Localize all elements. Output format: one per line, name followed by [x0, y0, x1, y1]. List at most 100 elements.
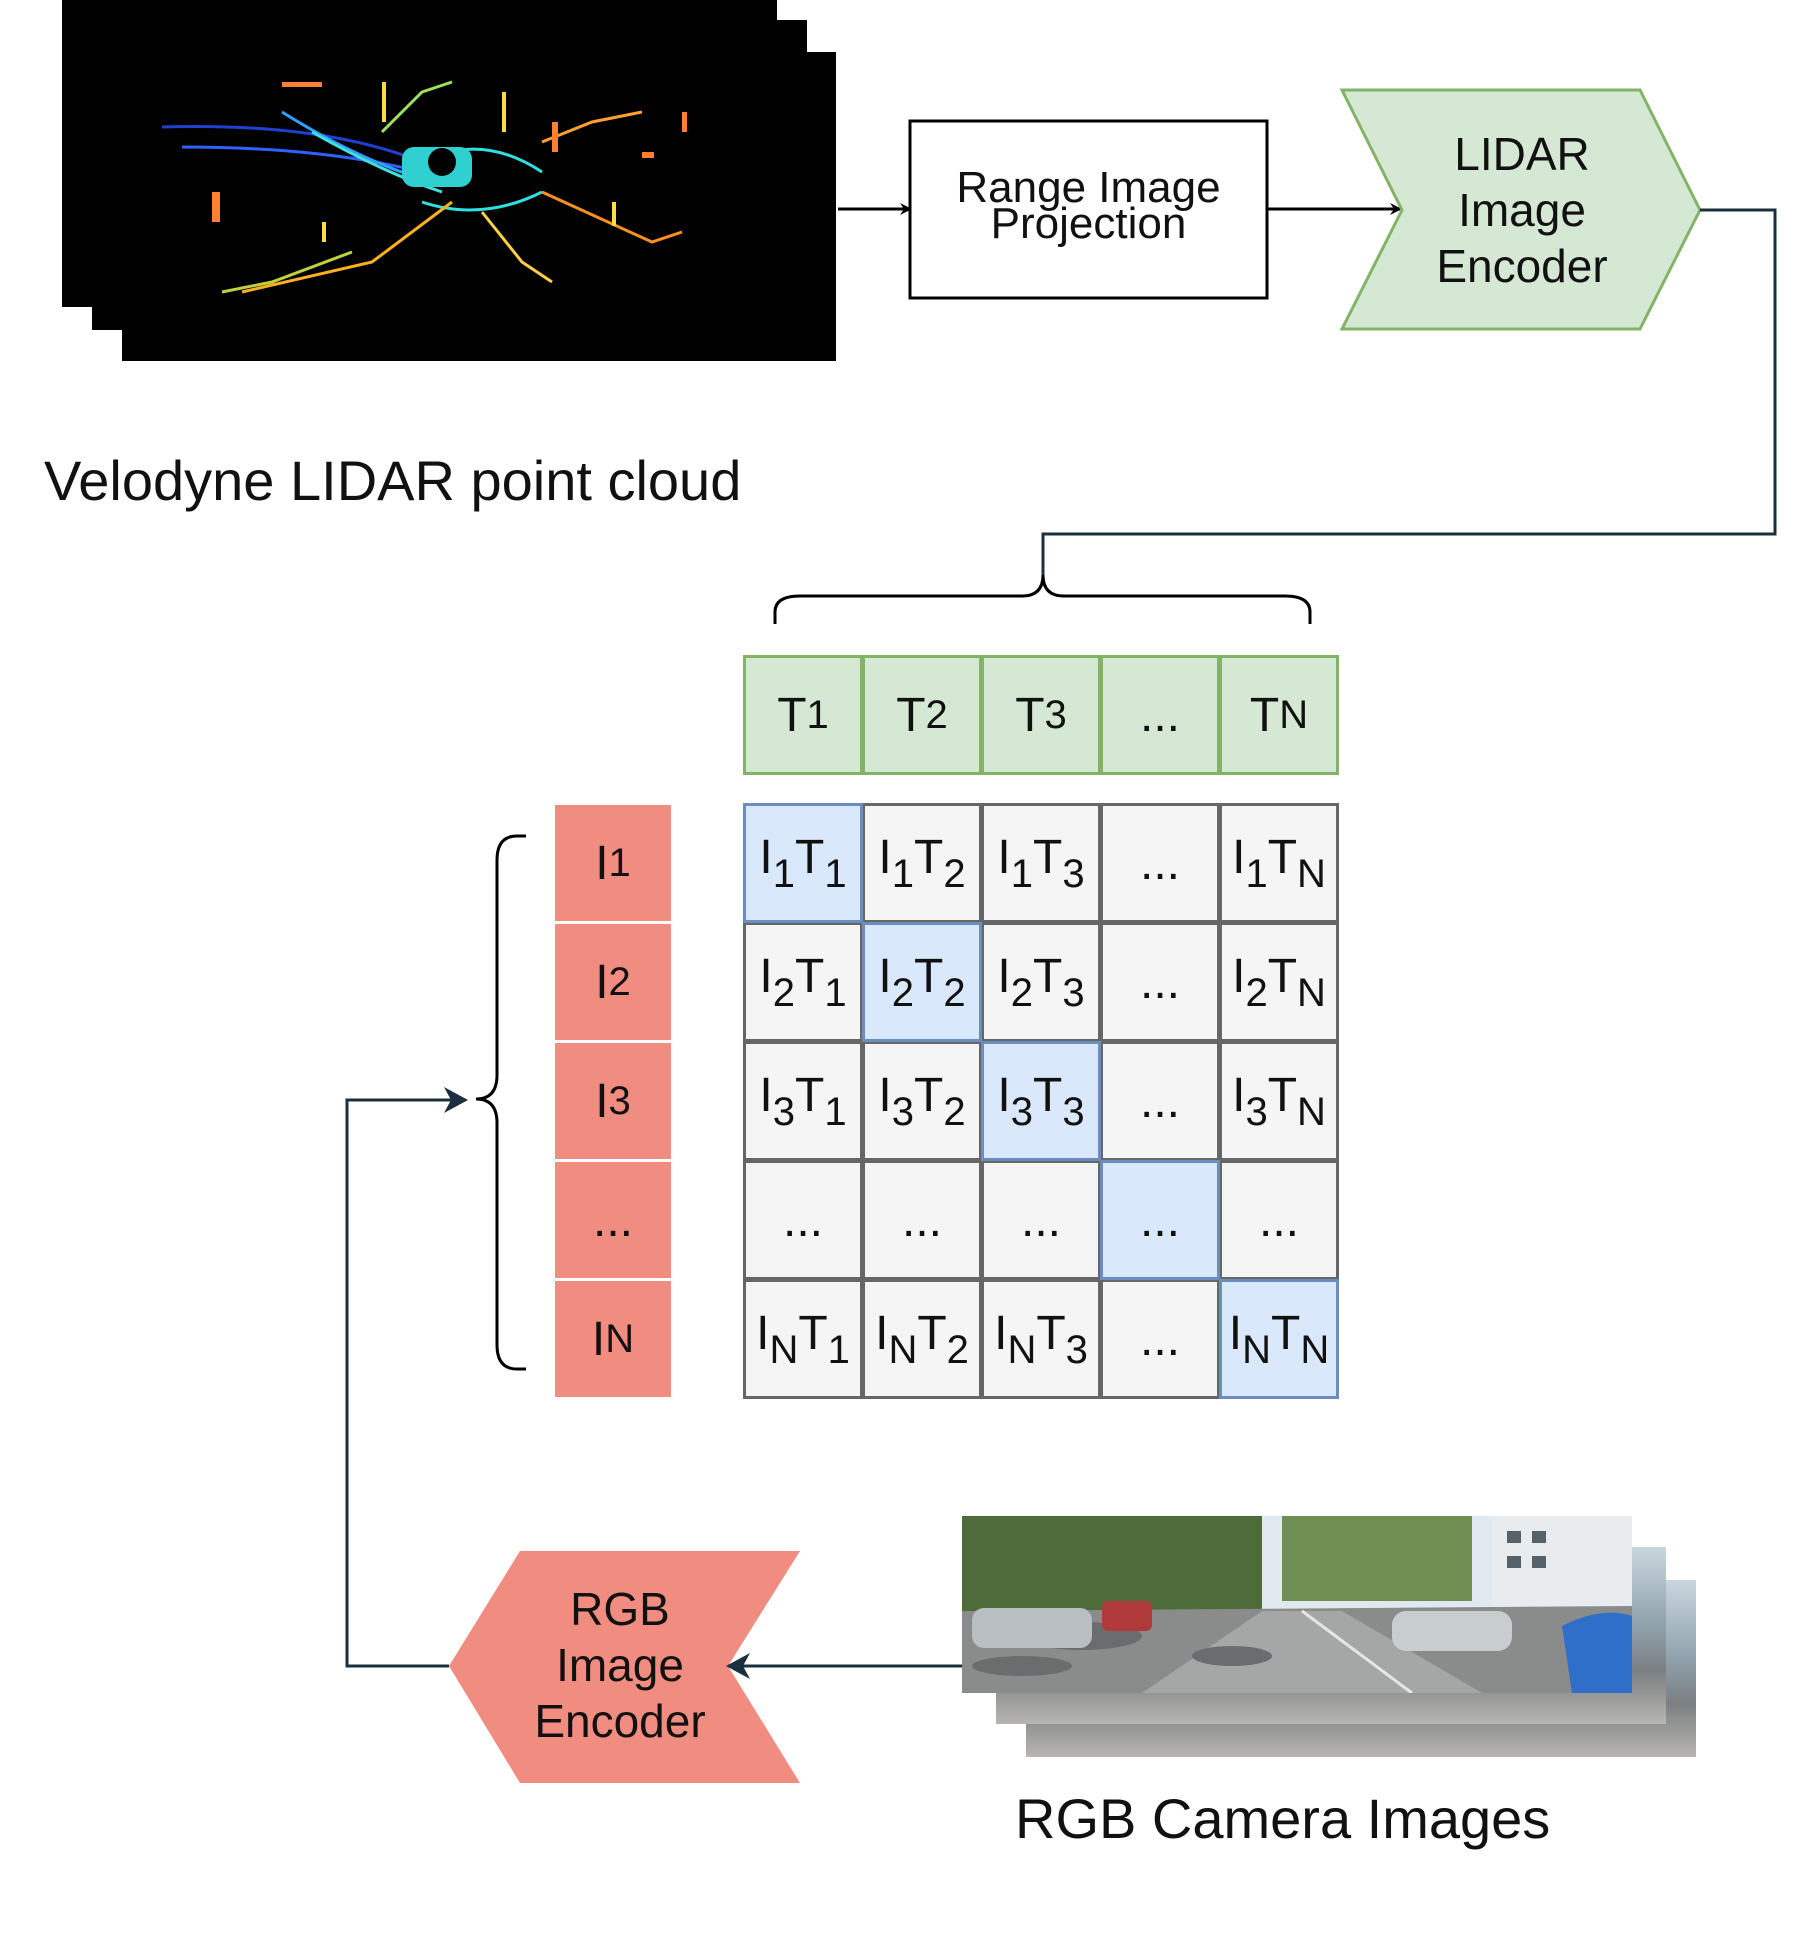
text-token-sub: 3: [1044, 692, 1067, 737]
matrix-cell-label: INT3: [994, 1306, 1088, 1372]
matrix-cell: ...: [1100, 1041, 1220, 1161]
matrix-cell: ...: [1100, 922, 1220, 1042]
matrix-cell: I2TN: [1219, 922, 1339, 1042]
matrix-cell: I2T1: [743, 922, 863, 1042]
matrix-cell-label: ...: [1139, 1312, 1180, 1366]
image-token-sub: 3: [608, 1078, 631, 1123]
matrix-cell-label: ...: [1258, 1193, 1299, 1247]
matrix-cell-label: ...: [1139, 1074, 1180, 1128]
matrix-cell-label: I3T3: [997, 1068, 1085, 1134]
lidar-frame-front: [122, 52, 836, 361]
matrix-cell: ...: [862, 1160, 982, 1280]
matrix-cell-label: I2T1: [759, 949, 847, 1015]
matrix-cell: I2T3: [981, 922, 1101, 1042]
text-token: ...: [1100, 655, 1220, 775]
matrix-cell: I3T3: [981, 1041, 1101, 1161]
matrix-cell: ...: [743, 1160, 863, 1280]
camera-frame-front: [962, 1516, 1632, 1693]
matrix-cell: INT2: [862, 1279, 982, 1399]
image-token-base: I: [595, 1074, 609, 1128]
image-token-sub: N: [605, 1316, 635, 1361]
range-projection-line-1: Range Image: [956, 163, 1221, 212]
matrix-cell: ...: [981, 1160, 1101, 1280]
matrix-cell-label: ...: [901, 1193, 942, 1247]
matrix-cell-label: I1T1: [759, 830, 847, 896]
range-projection-box: [908, 119, 1269, 300]
text-token-brace: [773, 574, 1312, 624]
rgb-encoder-line-1: RGB: [570, 1583, 670, 1635]
matrix-cell: INT3: [981, 1279, 1101, 1399]
matrix-cell-label: I2T2: [878, 949, 966, 1015]
lidar-encoder-line-2: Image: [1458, 184, 1586, 236]
image-token-brace: [475, 834, 526, 1371]
matrix-cell-label: ...: [1139, 955, 1180, 1009]
matrix-cell-label: I1T2: [878, 830, 966, 896]
matrix-cell: I3TN: [1219, 1041, 1339, 1161]
matrix-cell: ...: [1100, 803, 1220, 923]
matrix-cell-label: I3T1: [759, 1068, 847, 1134]
text-token-base: T: [896, 688, 926, 742]
text-token-sub: 1: [806, 692, 829, 737]
connector-encoder-to-tokens: [1041, 208, 1777, 575]
matrix-cell-label: INT1: [756, 1306, 850, 1372]
image-token-base: I: [595, 836, 609, 890]
image-token-base: ...: [592, 1193, 633, 1247]
matrix-cell: I2T2: [862, 922, 982, 1042]
lidar-encoder-label: LIDAR Image Encoder: [1402, 126, 1642, 294]
matrix-cell: I3T2: [862, 1041, 982, 1161]
matrix-cell-label: I1TN: [1232, 830, 1326, 896]
street-scene-art: [962, 1516, 1632, 1693]
lidar-scatter-art: [161, 80, 687, 294]
text-token-base: T: [1015, 688, 1045, 742]
lidar-encoder-line-1: LIDAR: [1454, 128, 1590, 180]
lidar-encoder-shape: [1339, 88, 1702, 331]
text-token-sub: 2: [925, 692, 948, 737]
matrix-cell: I1TN: [1219, 803, 1339, 923]
matrix-cell: I3T1: [743, 1041, 863, 1161]
range-projection-label: Range Image Projection: [910, 163, 1267, 246]
matrix-cell: ...: [1100, 1279, 1220, 1399]
matrix-cell-label: I1T3: [997, 830, 1085, 896]
text-token-base: T: [1249, 688, 1280, 742]
text-token-base: ...: [1139, 688, 1180, 742]
lidar-encoder-line-3: Encoder: [1436, 240, 1608, 292]
matrix-cell-label: I2T3: [997, 949, 1085, 1015]
matrix-cell: ...: [1100, 1160, 1220, 1280]
rgb-encoder-shape: [449, 1551, 800, 1783]
lidar-caption: Velodyne LIDAR point cloud: [44, 449, 742, 512]
connector-rgb-encoder-to-tokens: [345, 1087, 468, 1668]
image-token-sub: 2: [608, 959, 631, 1004]
matrix-cell-label: ...: [1139, 836, 1180, 890]
matrix-cell-label: I3TN: [1232, 1068, 1326, 1134]
rgb-encoder-label: RGB Image Encoder: [520, 1581, 720, 1749]
rgb-encoder-line-3: Encoder: [534, 1695, 706, 1747]
rgb-encoder-line-2: Image: [556, 1639, 684, 1691]
matrix-cell-label: ...: [1020, 1193, 1061, 1247]
matrix-cell: I1T2: [862, 803, 982, 923]
matrix-cell-label: INT2: [875, 1306, 969, 1372]
matrix-cell: INT1: [743, 1279, 863, 1399]
matrix-cell-label: ...: [782, 1193, 823, 1247]
text-token-base: T: [777, 688, 807, 742]
image-token-base: I: [595, 955, 609, 1009]
image-token-sub: 1: [608, 840, 631, 885]
image-token-base: I: [591, 1312, 606, 1366]
matrix-cell: I1T3: [981, 803, 1101, 923]
matrix-cell: I1T1: [743, 803, 863, 923]
matrix-cell-label: I2TN: [1232, 949, 1326, 1015]
matrix-cell-label: ...: [1139, 1193, 1180, 1247]
matrix-cell: INTN: [1219, 1279, 1339, 1399]
text-token-sub: N: [1279, 692, 1309, 737]
matrix-cell-label: INTN: [1228, 1306, 1330, 1372]
rgb-caption: RGB Camera Images: [1015, 1787, 1551, 1850]
matrix-cell: ...: [1219, 1160, 1339, 1280]
